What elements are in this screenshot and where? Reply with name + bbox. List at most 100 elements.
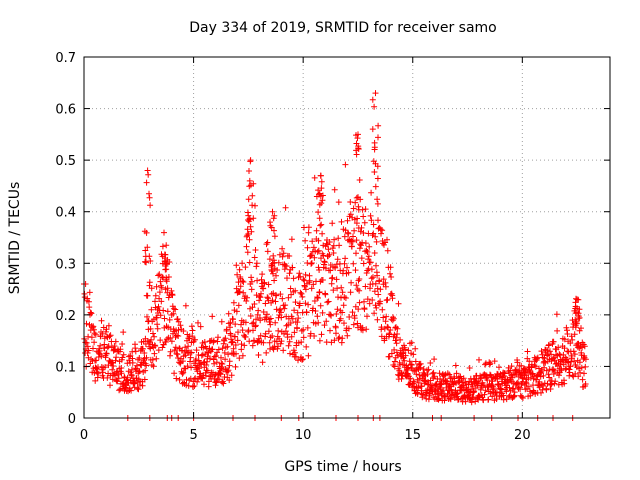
data-point [366, 243, 373, 250]
data-point [526, 358, 533, 365]
data-point [413, 371, 420, 378]
data-point [302, 286, 309, 293]
data-point [387, 327, 394, 333]
data-point [430, 369, 437, 376]
data-point [315, 295, 321, 301]
data-point [249, 304, 256, 311]
data-point [540, 372, 547, 379]
data-point [544, 347, 551, 354]
data-point [144, 292, 151, 299]
data-point [263, 349, 270, 356]
data-point [317, 172, 324, 179]
data-point [244, 294, 250, 301]
data-point [239, 260, 246, 267]
data-point [518, 371, 524, 378]
data-point [320, 252, 327, 259]
data-point [356, 299, 363, 306]
data-point [334, 306, 341, 313]
data-point [371, 169, 378, 175]
data-point [90, 345, 96, 352]
data-point [98, 353, 105, 360]
data-point [299, 293, 306, 300]
data-point [306, 277, 313, 284]
data-point [112, 372, 118, 379]
data-point [438, 380, 445, 387]
data-point [536, 365, 542, 372]
data-point [176, 376, 183, 383]
data-point [235, 302, 242, 309]
data-point [265, 328, 272, 335]
data-point [342, 161, 349, 168]
data-point [338, 284, 345, 291]
data-point [270, 215, 277, 222]
data-point [360, 260, 367, 267]
data-point [367, 212, 374, 219]
data-point [192, 375, 199, 382]
data-point [555, 344, 562, 351]
data-point [280, 250, 287, 257]
data-point [143, 259, 150, 266]
data-point [219, 361, 226, 367]
data-point [305, 301, 312, 308]
data-point [147, 202, 154, 209]
data-point [283, 263, 290, 270]
data-point [374, 175, 381, 182]
data-point [441, 372, 448, 379]
data-point [257, 317, 264, 324]
data-point [209, 346, 216, 353]
data-point [151, 350, 158, 357]
data-point [286, 338, 293, 345]
data-point [201, 381, 207, 388]
data-point [550, 371, 557, 377]
data-point [304, 244, 311, 251]
data-point [342, 295, 349, 301]
data-point [265, 281, 272, 288]
data-point [238, 341, 245, 348]
data-point [152, 298, 158, 305]
data-point [155, 347, 162, 354]
data-point [316, 267, 323, 273]
data-point [494, 376, 501, 382]
data-point [566, 369, 573, 376]
data-point [141, 350, 148, 356]
data-point [559, 357, 566, 364]
data-point [382, 318, 389, 325]
data-point [90, 326, 97, 333]
data-point [405, 364, 412, 371]
data-point [317, 193, 324, 200]
data-point [466, 365, 473, 371]
data-point [543, 367, 550, 374]
data-point [392, 337, 399, 344]
data-point [365, 253, 372, 260]
data-point [571, 331, 578, 338]
data-point [444, 370, 451, 377]
data-point [233, 308, 240, 315]
data-point [332, 264, 339, 271]
data-point [335, 199, 342, 206]
data-point [167, 352, 173, 359]
data-point [353, 151, 360, 158]
data-point [414, 376, 421, 383]
data-point [114, 378, 121, 385]
data-point [378, 230, 384, 237]
data-point [182, 302, 189, 309]
data-point [345, 325, 352, 332]
data-point [574, 309, 581, 316]
data-point [564, 331, 571, 337]
data-point [312, 308, 319, 314]
data-point [220, 380, 227, 387]
data-point [350, 260, 357, 267]
data-point [539, 351, 546, 358]
data-point [175, 333, 182, 339]
data-point [172, 344, 179, 351]
data-point [317, 302, 324, 309]
data-point [269, 260, 276, 267]
data-point [545, 371, 552, 378]
data-point [102, 354, 109, 361]
data-point [126, 357, 133, 364]
data-point [98, 317, 105, 324]
data-point [154, 325, 161, 332]
data-point [551, 357, 558, 364]
data-point [154, 321, 161, 328]
data-point [272, 298, 279, 305]
